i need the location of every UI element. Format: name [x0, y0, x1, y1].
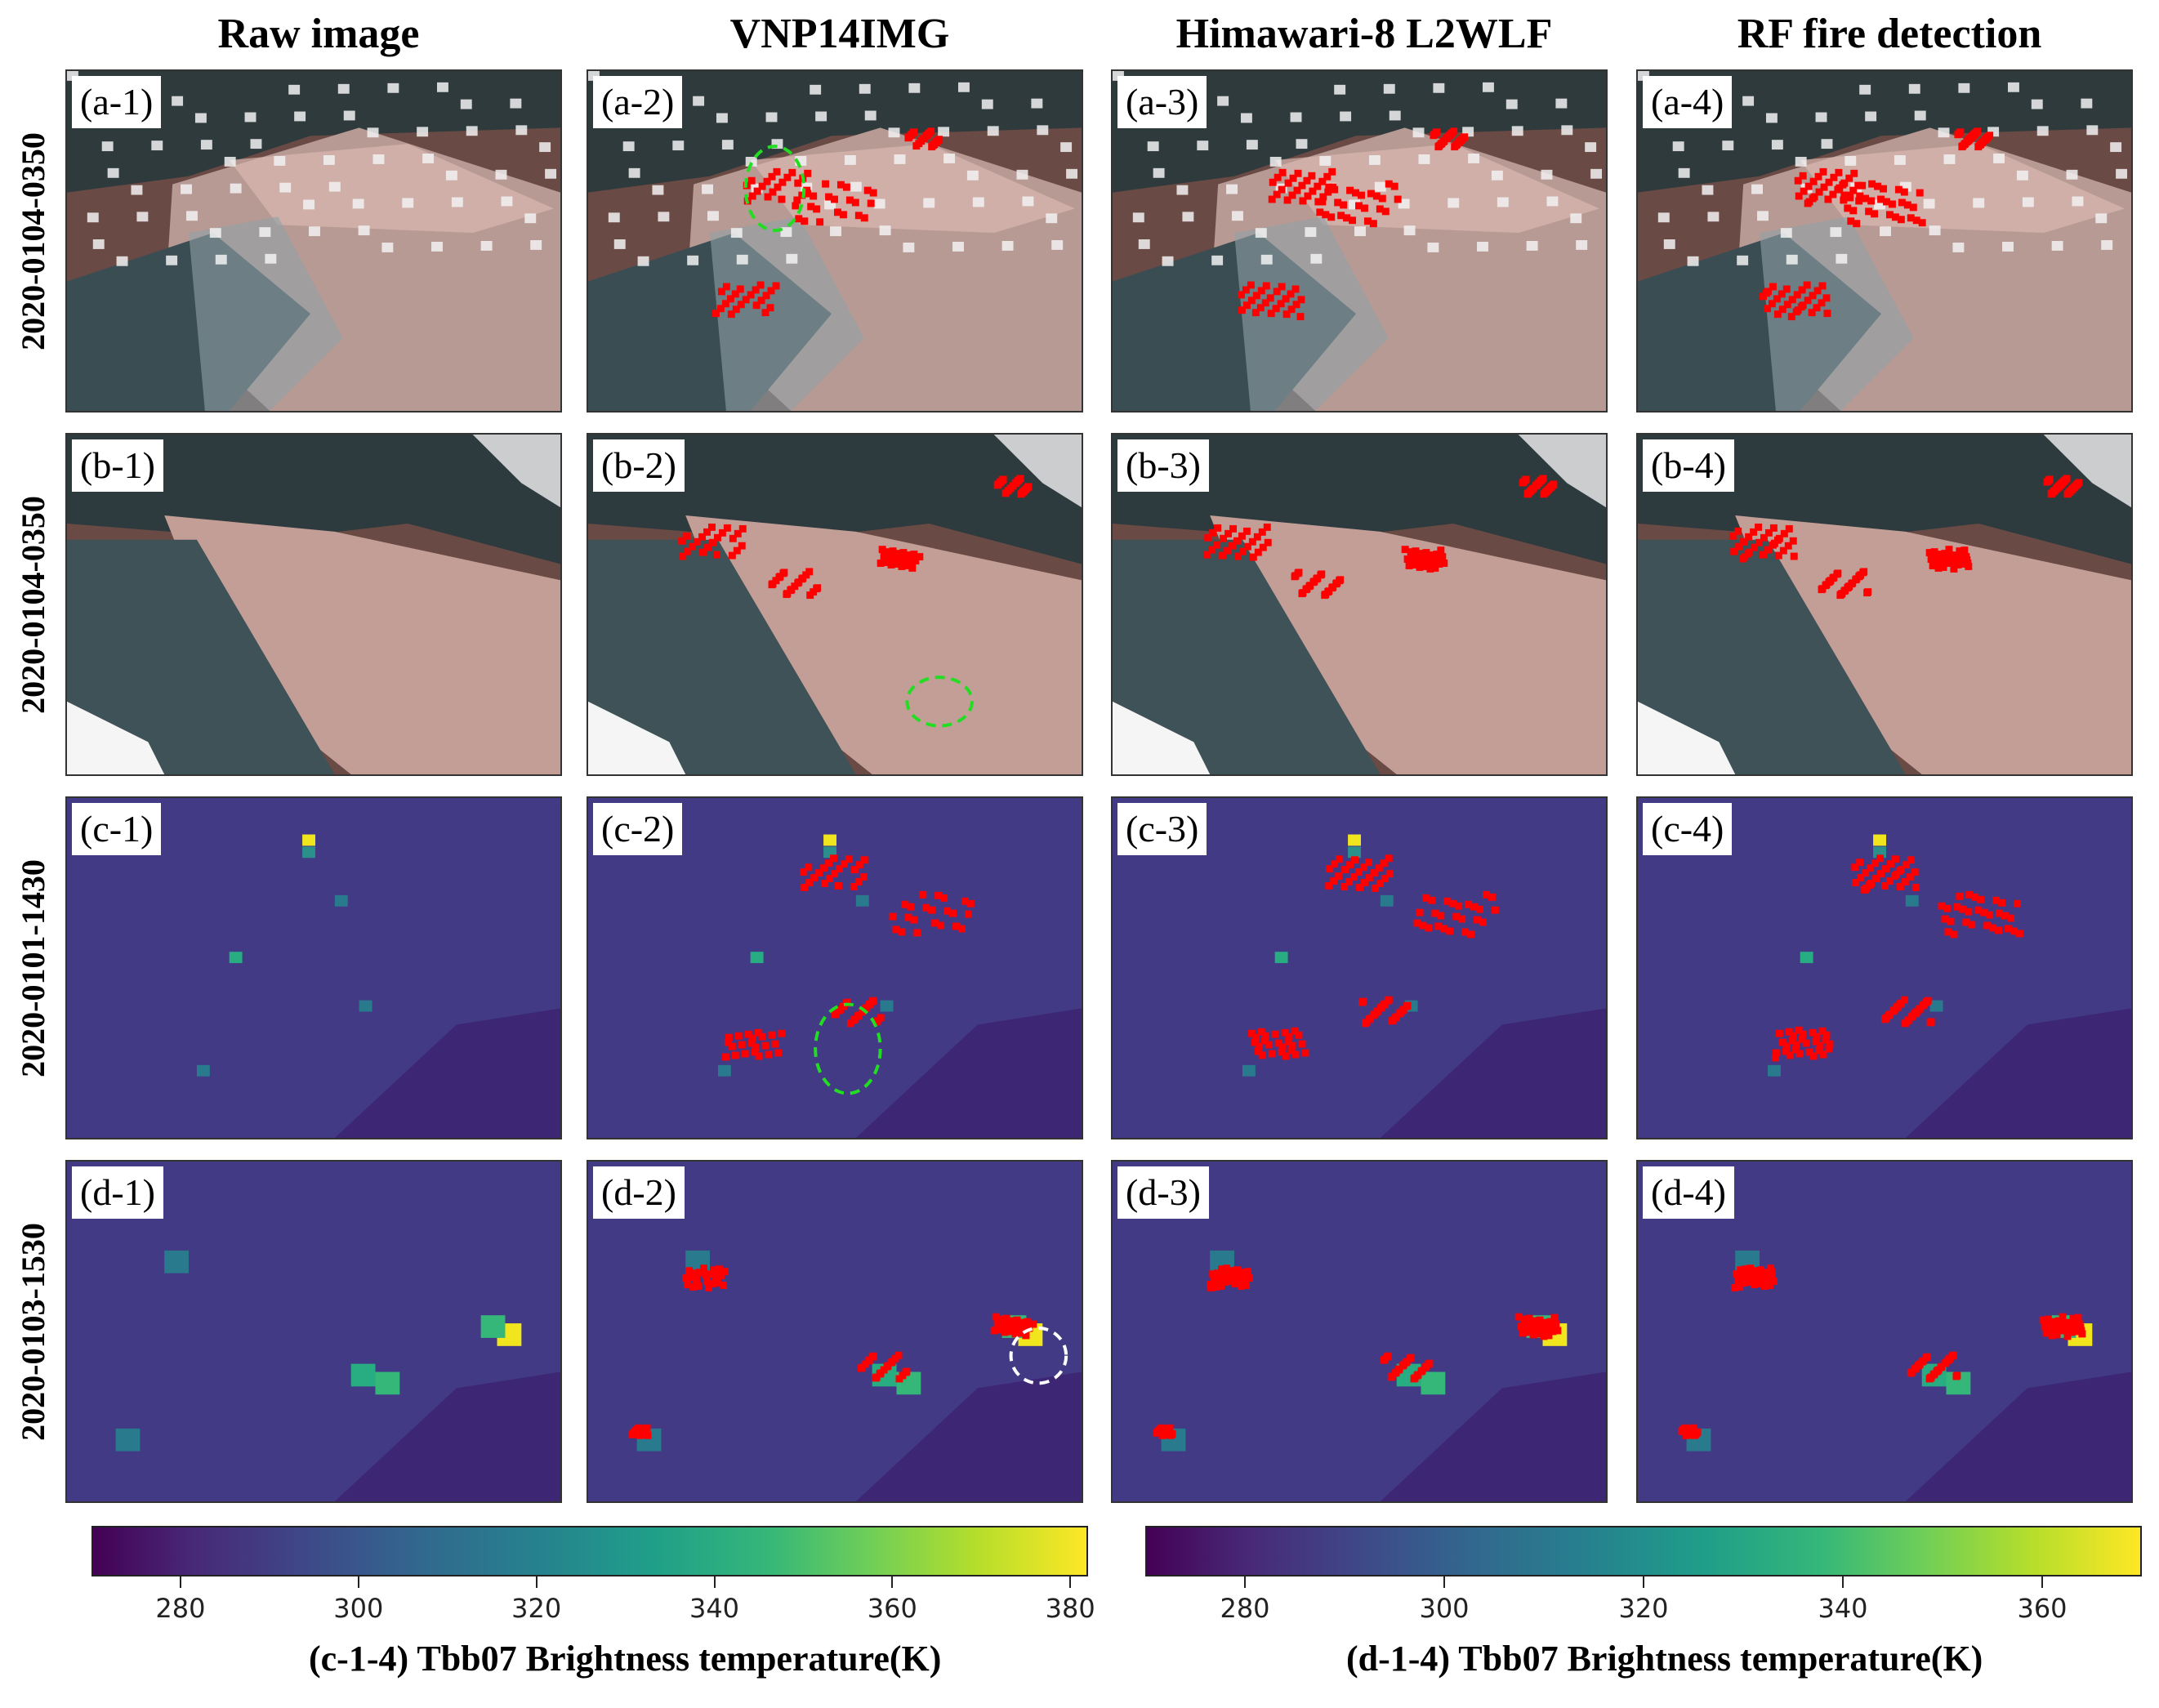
panel-a-2: (a-2): [587, 69, 1083, 413]
colorbar-tick: [1643, 1576, 1644, 1588]
panel-d-2: (d-2): [587, 1160, 1083, 1503]
panel-d-3: (d-3): [1111, 1160, 1608, 1503]
column-header-rf-detection: RF fire detection: [1737, 11, 2042, 57]
panel-label: (d-2): [593, 1166, 685, 1219]
panel-image: [67, 1162, 560, 1501]
panel-label: (c-1): [72, 803, 162, 855]
colorbar-tick-label: 340: [689, 1593, 740, 1624]
row-label-a: 2020-0104-0350: [14, 132, 51, 350]
panel-label: (d-3): [1117, 1166, 1209, 1219]
panel-label: (a-1): [72, 76, 162, 128]
panel-d-4: (d-4): [1636, 1160, 2133, 1503]
panel-c-2: (c-2): [587, 796, 1083, 1139]
missed-fire-circle: [905, 676, 974, 728]
panel-label: (c-3): [1117, 803, 1207, 855]
panel-b-2: (b-2): [587, 433, 1083, 776]
row-label-b: 2020-0104-0350: [14, 495, 51, 714]
column-header-himawari: Himawari-8 L2WLF: [1175, 11, 1553, 57]
panel-a-3: (a-3): [1111, 69, 1608, 413]
panel-c-3: (c-3): [1111, 796, 1608, 1139]
column-header-vnp14img: VNP14IMG: [729, 11, 950, 57]
panel-label: (b-2): [593, 439, 685, 492]
colorbar-tick-label: 280: [1220, 1593, 1270, 1624]
panel-image: [1113, 435, 1606, 774]
colorbar-tick-label: 320: [511, 1593, 562, 1624]
colorbar-tick: [713, 1576, 716, 1588]
panel-a-1: (a-1): [65, 69, 562, 413]
colorbar-tick: [357, 1576, 359, 1588]
panel-label: (b-3): [1117, 439, 1209, 492]
colorbar-tick-label: 360: [867, 1593, 917, 1624]
panel-label: (c-2): [593, 803, 683, 855]
colorbar-tick: [1443, 1576, 1445, 1588]
panel-image: [1638, 435, 2131, 774]
colorbar-tick-label: 300: [1419, 1593, 1470, 1624]
panel-c-1: (c-1): [65, 796, 562, 1139]
panel-label: (a-3): [1117, 76, 1207, 128]
colorbar-tick-label: 380: [1045, 1593, 1095, 1624]
colorbar-c: [91, 1526, 1088, 1576]
colorbar-tick: [179, 1576, 181, 1588]
panel-label: (a-4): [1643, 76, 1733, 128]
row-label-d: 2020-0103-1530: [14, 1222, 51, 1441]
panel-label: (a-2): [593, 76, 683, 128]
panel-a-4: (a-4): [1636, 69, 2133, 413]
colorbar-tick: [1244, 1576, 1246, 1588]
panel-b-1: (b-1): [65, 433, 562, 776]
panel-label: (d-1): [72, 1166, 163, 1219]
panel-label: (c-4): [1643, 803, 1733, 855]
colorbar-tick-label: 280: [155, 1593, 206, 1624]
colorbar-tick-label: 320: [1618, 1593, 1669, 1624]
panel-label: (b-4): [1643, 439, 1734, 492]
panel-label: (d-4): [1643, 1166, 1734, 1219]
panel-image: [1113, 798, 1606, 1138]
colorbar-title-d: (d-1-4) Tbb07 Brightness temperature(K): [1346, 1639, 1983, 1679]
colorbar-tick-label: 340: [1818, 1593, 1868, 1624]
panel-b-3: (b-3): [1111, 433, 1608, 776]
colorbar-tick: [2041, 1576, 2043, 1588]
panel-b-4: (b-4): [1636, 433, 2133, 776]
panel-image: [1638, 71, 2131, 411]
panel-d-1: (d-1): [65, 1160, 562, 1503]
panel-image: [1113, 1162, 1606, 1501]
panel-image: [1113, 71, 1606, 411]
colorbar-tick: [1842, 1576, 1844, 1588]
panel-image: [588, 435, 1082, 774]
column-header-raw-image: Raw image: [217, 11, 420, 57]
colorbar-title-c: (c-1-4) Tbb07 Brightness temperature(K): [309, 1639, 942, 1679]
row-label-c: 2020-0101-1430: [14, 858, 51, 1077]
missed-fire-circle: [743, 145, 806, 233]
panel-image: [67, 71, 560, 411]
missed-fire-circle: [814, 1002, 882, 1095]
colorbar-tick: [1069, 1576, 1072, 1588]
colorbar-d: [1145, 1526, 2142, 1576]
panel-c-4: (c-4): [1636, 796, 2133, 1139]
panel-label: (b-1): [72, 439, 163, 492]
colorbar-tick-label: 300: [333, 1593, 384, 1624]
panel-image: [588, 1162, 1082, 1501]
colorbar-tick-label: 360: [2017, 1593, 2068, 1624]
colorbar-tick: [891, 1576, 894, 1588]
colorbar-tick: [535, 1576, 538, 1588]
